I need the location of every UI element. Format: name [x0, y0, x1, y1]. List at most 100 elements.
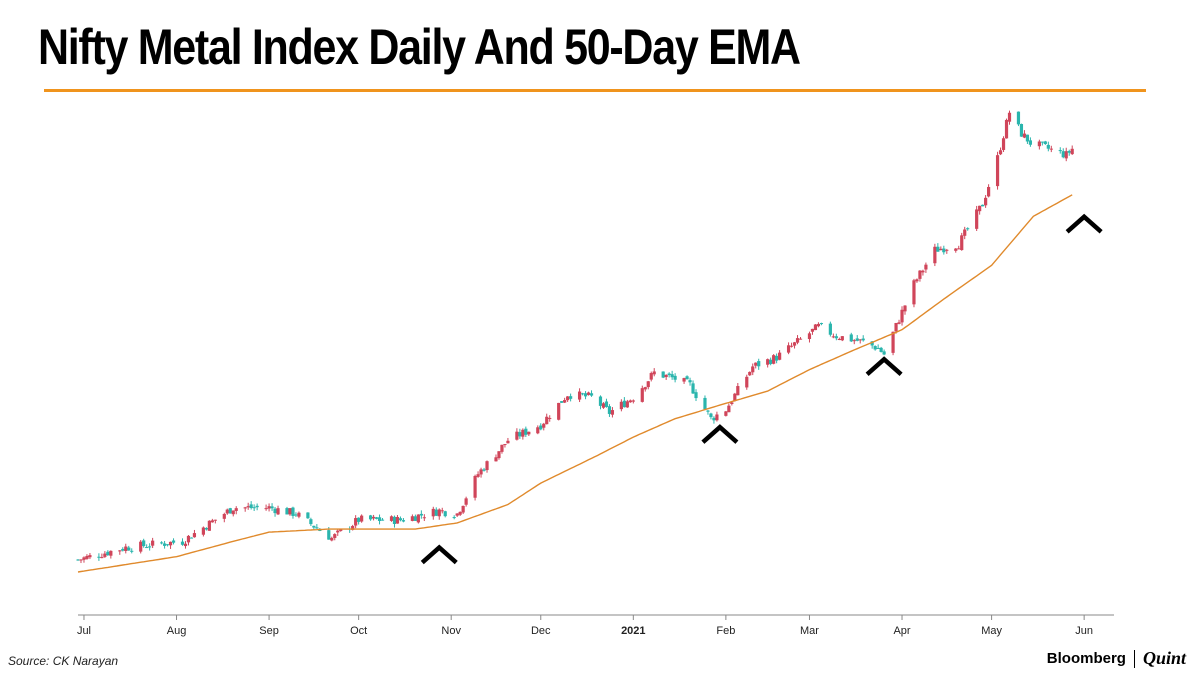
candle-up	[563, 400, 567, 403]
candle-down	[228, 508, 232, 514]
candle-up	[186, 535, 191, 543]
candle-up	[297, 512, 301, 517]
brand-divider	[1133, 649, 1135, 668]
candle-down	[377, 517, 382, 521]
candle-down	[583, 393, 588, 397]
candle-up	[422, 517, 426, 519]
candle-up	[810, 328, 815, 332]
candle-up	[772, 355, 776, 364]
candle-down	[1043, 141, 1047, 145]
candle-up	[891, 331, 895, 353]
candle-up	[351, 526, 355, 530]
candle-up	[288, 508, 292, 515]
candle-up	[267, 506, 271, 509]
candle-down	[981, 204, 985, 207]
candle-up	[840, 336, 844, 341]
candle-down	[315, 527, 319, 529]
candle-down	[712, 417, 716, 421]
candle-down	[204, 528, 208, 530]
candle-up	[85, 555, 89, 559]
candle-up	[118, 550, 122, 552]
candle-up	[813, 324, 818, 331]
candle-up	[918, 270, 922, 279]
caret-up-marker	[420, 544, 458, 565]
candle-up	[243, 507, 247, 509]
candle-up	[792, 342, 797, 346]
candle-up	[458, 511, 462, 515]
candle-down	[374, 517, 379, 519]
candle-up	[628, 400, 632, 403]
candle-up	[998, 150, 1003, 155]
candle-down	[607, 406, 612, 414]
candle-up	[1049, 148, 1053, 150]
candle-up	[984, 197, 988, 206]
candle-up	[789, 345, 794, 347]
candle-down	[569, 396, 573, 399]
candle-down	[1028, 140, 1033, 145]
candle-up	[88, 555, 92, 558]
candle-up	[646, 381, 650, 388]
candle-down	[855, 338, 859, 341]
candle-up	[395, 516, 400, 524]
caret-up-marker	[701, 424, 739, 444]
candle-up	[751, 366, 755, 373]
candle-up	[389, 516, 394, 521]
candle-down	[819, 323, 824, 325]
candle-up	[330, 537, 334, 541]
candle-up	[542, 423, 546, 428]
candle-up	[778, 352, 782, 360]
candle-down	[368, 515, 373, 520]
x-tick-label: Aug	[167, 625, 187, 637]
candle-down	[667, 373, 671, 376]
candle-down	[1025, 134, 1030, 142]
candle-down	[524, 428, 528, 435]
candle-down	[357, 517, 361, 522]
candle-down	[252, 507, 256, 509]
candle-down	[673, 375, 677, 380]
candle-up	[652, 371, 656, 375]
candle-up	[333, 534, 337, 538]
candle-down	[398, 518, 403, 521]
candle-down	[380, 519, 385, 521]
x-tick-label: Dec	[531, 625, 551, 637]
candle-up	[494, 457, 498, 462]
candle-down	[873, 346, 877, 350]
candle-down	[1016, 111, 1021, 125]
candle-down	[255, 505, 259, 508]
candle-up	[500, 444, 504, 452]
candle-up	[924, 264, 928, 270]
candle-up	[831, 336, 835, 338]
candle-up	[416, 514, 420, 523]
candle-up	[1037, 141, 1041, 147]
candle-up	[625, 401, 629, 408]
candle-up	[748, 371, 752, 376]
candle-down	[482, 469, 486, 471]
candle-down	[401, 520, 406, 522]
source-note: Source: CK Narayan	[8, 654, 119, 668]
candle-down	[688, 380, 692, 383]
candle-up	[987, 186, 991, 197]
candle-up	[837, 338, 841, 340]
caret-up-marker	[1065, 213, 1103, 234]
candle-up	[852, 340, 856, 342]
page-title: Nifty Metal Index Daily And 50-Day EMA	[38, 19, 801, 75]
candle-down	[162, 543, 167, 546]
candle-down	[1061, 151, 1065, 158]
candle-up	[213, 519, 217, 521]
x-tick-label: Oct	[350, 625, 367, 637]
candle-down	[706, 410, 710, 412]
candle-up	[915, 279, 919, 282]
candle-up	[601, 403, 606, 408]
candle-down	[452, 517, 456, 519]
candle-up	[100, 557, 104, 559]
candle-up	[527, 431, 531, 435]
candle-up	[336, 530, 340, 533]
brand-quint: Quint	[1142, 648, 1186, 668]
candle-up	[736, 386, 740, 396]
candle-down	[97, 556, 101, 558]
candle-up	[619, 401, 623, 410]
candle-down	[171, 540, 176, 543]
x-tick-label: Jul	[77, 625, 91, 637]
candle-down	[189, 537, 194, 539]
candle-down	[849, 334, 853, 342]
